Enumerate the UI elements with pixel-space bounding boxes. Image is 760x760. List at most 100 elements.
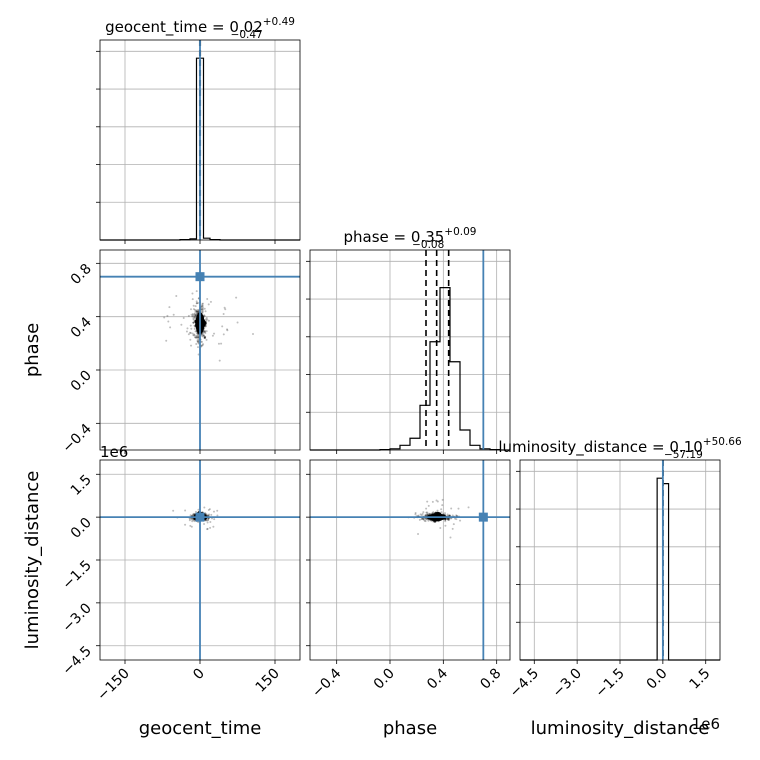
sample-point bbox=[194, 313, 197, 316]
sample-point bbox=[417, 532, 420, 535]
sample-point bbox=[432, 511, 435, 514]
sample-point bbox=[193, 334, 196, 337]
x-tick-label-geocent_time: 0 bbox=[190, 666, 208, 684]
x-tick-label-phase: 0.0 bbox=[371, 666, 398, 693]
sample-point bbox=[192, 317, 195, 320]
sample-point bbox=[204, 335, 207, 338]
title-minus-error: −57.19 bbox=[664, 449, 703, 461]
tick-layer bbox=[96, 50, 707, 664]
sample-point bbox=[193, 333, 196, 336]
sample-point bbox=[209, 526, 212, 529]
sample-point bbox=[186, 327, 189, 330]
sample-point bbox=[414, 513, 417, 516]
x-tick-label-luminosity_distance: −4.5 bbox=[507, 666, 542, 701]
sample-point bbox=[192, 308, 195, 311]
sample-point bbox=[216, 509, 219, 512]
sample-point bbox=[204, 318, 207, 321]
title-minus-error: −0.47 bbox=[231, 29, 263, 41]
sample-point bbox=[201, 306, 204, 309]
sample-point bbox=[195, 336, 198, 339]
sample-point bbox=[201, 307, 204, 310]
sample-point bbox=[448, 514, 451, 517]
sample-point bbox=[193, 316, 196, 319]
sample-point bbox=[182, 316, 185, 319]
sample-point bbox=[192, 512, 195, 515]
sample-point bbox=[193, 327, 196, 330]
sample-point bbox=[203, 336, 206, 339]
sample-point bbox=[420, 514, 423, 517]
sample-point bbox=[205, 320, 208, 323]
sample-point bbox=[204, 330, 207, 333]
sample-point bbox=[201, 305, 204, 308]
sample-point bbox=[448, 517, 451, 520]
sample-point bbox=[203, 336, 206, 339]
sample-point bbox=[436, 509, 439, 512]
sample-point bbox=[440, 508, 443, 511]
sample-point bbox=[204, 519, 207, 522]
sample-point bbox=[419, 513, 422, 516]
sample-point bbox=[207, 514, 210, 517]
sample-point bbox=[422, 518, 425, 521]
sample-point bbox=[190, 327, 193, 330]
sample-point bbox=[421, 518, 424, 521]
sample-point bbox=[196, 311, 199, 314]
sample-point bbox=[189, 524, 192, 527]
sample-point bbox=[207, 319, 210, 322]
sample-point bbox=[210, 513, 213, 516]
x-tick-label-luminosity_distance: 1.5 bbox=[686, 666, 713, 693]
sample-point bbox=[194, 330, 197, 333]
sample-point bbox=[196, 339, 199, 342]
sample-point bbox=[422, 518, 425, 521]
sample-point bbox=[192, 318, 195, 321]
sample-point bbox=[425, 511, 428, 514]
sample-point bbox=[193, 324, 196, 327]
sample-point bbox=[205, 519, 208, 522]
sample-point bbox=[192, 315, 195, 318]
x-tick-label-luminosity_distance: 0.0 bbox=[644, 666, 671, 693]
sample-point bbox=[437, 520, 440, 523]
sample-point bbox=[235, 296, 238, 299]
sample-point bbox=[444, 520, 447, 523]
sample-point bbox=[184, 509, 187, 512]
text-layer: geocent_time = 0.02+0.49 −0.47 phase = 0.3… bbox=[22, 16, 742, 739]
sample-point bbox=[195, 302, 198, 305]
sample-point bbox=[202, 334, 205, 337]
x-tick-label-phase: 0.4 bbox=[424, 665, 451, 692]
sample-point bbox=[203, 336, 206, 339]
sample-point bbox=[195, 314, 198, 317]
sample-point bbox=[169, 326, 172, 329]
sample-point bbox=[196, 310, 199, 313]
y-tick-label-luminosity_distance: −1.5 bbox=[59, 558, 94, 593]
sample-point bbox=[195, 309, 198, 312]
histogram-phase bbox=[310, 287, 510, 451]
sample-point bbox=[459, 519, 462, 522]
sample-point bbox=[196, 336, 199, 339]
hist-panel-phase-frame bbox=[309, 249, 511, 451]
data-layer bbox=[100, 40, 720, 661]
sample-point bbox=[428, 512, 431, 515]
sample-point bbox=[213, 518, 216, 521]
frame-layer bbox=[99, 39, 721, 661]
sample-point bbox=[441, 498, 444, 501]
title-minus-error: −0.08 bbox=[412, 239, 444, 251]
sample-point bbox=[236, 321, 239, 324]
x-axis-title-phase: phase bbox=[383, 718, 437, 739]
panel-title-luminosity_distance: luminosity_distance = 0.10+50.66 −57.19 bbox=[498, 436, 742, 461]
y-axis-title-luminosity_distance: luminosity_distance bbox=[22, 471, 43, 650]
sample-point bbox=[194, 305, 197, 308]
y-tick-label-luminosity_distance: 0.0 bbox=[68, 515, 95, 542]
sample-point bbox=[203, 315, 206, 318]
sample-point bbox=[213, 332, 216, 335]
sample-point bbox=[192, 321, 195, 324]
sample-point bbox=[203, 330, 206, 333]
sample-point bbox=[194, 314, 197, 317]
sample-point bbox=[202, 332, 205, 335]
sample-point bbox=[191, 518, 194, 521]
sample-point bbox=[448, 514, 451, 517]
sample-point bbox=[444, 524, 447, 527]
sample-point bbox=[203, 335, 206, 338]
sample-point bbox=[192, 514, 195, 517]
sample-point bbox=[203, 523, 206, 526]
sample-point bbox=[195, 302, 198, 305]
sample-point bbox=[195, 290, 198, 293]
